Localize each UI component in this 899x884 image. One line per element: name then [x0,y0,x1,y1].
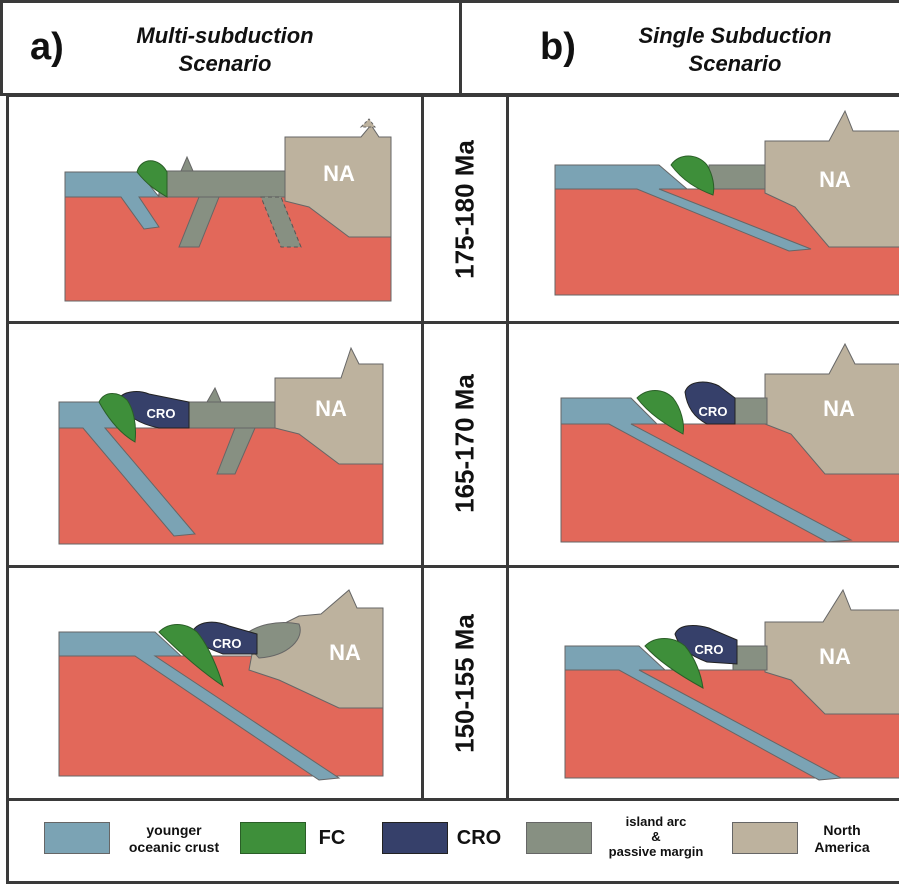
age-label-2: 165-170 Ma [449,374,480,513]
na-label: NA [819,644,851,669]
header-b-letter: b) [540,26,576,68]
arc-slab [216,427,256,475]
island-arc-block [708,164,766,190]
oceanic-crust [58,631,341,781]
arc-peak [180,155,194,172]
fc-wedge [158,624,224,688]
diagram-a-3: CRO NA [58,589,384,781]
na-label: NA [329,640,361,665]
age-label-3: 150-155 Ma [449,614,480,753]
oceanic-crust [554,164,812,252]
arc-peak [206,386,222,403]
legend-swatch-cro [382,822,448,854]
island-arc-block [158,170,286,198]
cro-nappe [684,381,736,425]
na-label: NA [323,161,355,186]
diagram-b-1: NA [554,109,899,296]
legend-swatch-island-arc [526,822,592,854]
cro-label: CRO [213,636,242,651]
legend-label-fc: FC [318,827,346,849]
legend-box [6,798,899,884]
legend-label-cro: CRO [456,827,502,849]
north-america-dashed-tip [359,118,376,128]
fc-wedge [136,160,168,198]
oceanic-crust [564,645,843,781]
diagram-a-2: CRO NA [58,346,384,545]
legend-swatch-north-america [732,822,798,854]
north-america [274,346,384,465]
header-a-letter: a) [30,26,64,68]
fc-wedge [636,390,684,435]
header-b-title: Single Subduction Scenario [638,23,832,76]
na-label: NA [315,396,347,421]
north-america [248,589,384,709]
island-arc-block [188,401,276,429]
legend-swatch-fc [240,822,306,854]
oceanic-crust [560,397,853,543]
diagram-b-3: CRO NA [564,588,899,781]
diagram-a-1: NA [64,118,392,302]
cro-label: CRO [699,404,728,419]
north-america [764,109,899,248]
na-label: NA [823,396,855,421]
north-america [764,342,899,475]
legend-label-north-america: North America [814,822,870,855]
header-a-title: Multi-subduction Scenario [136,23,314,76]
north-america [764,588,899,715]
fc-wedge [98,393,136,443]
legend-label-oceanic: younger oceanic crust [128,822,220,855]
island-arc-block [732,645,768,671]
north-america [284,124,392,238]
legend-label-island-arc: island arc & passive margin [608,814,704,859]
fc-wedge [670,155,715,196]
cro-label: CRO [147,406,176,421]
island-arc-block [730,397,768,425]
legend-swatch-oceanic [44,822,110,854]
arc-slab-1 [178,196,220,248]
diagram-b-2: CRO NA [560,342,899,543]
age-label-1: 175-180 Ma [449,140,480,279]
fc-wedge [644,638,704,689]
arc-slab-dashed [260,196,302,248]
cro-label: CRO [695,642,724,657]
na-label: NA [819,167,851,192]
